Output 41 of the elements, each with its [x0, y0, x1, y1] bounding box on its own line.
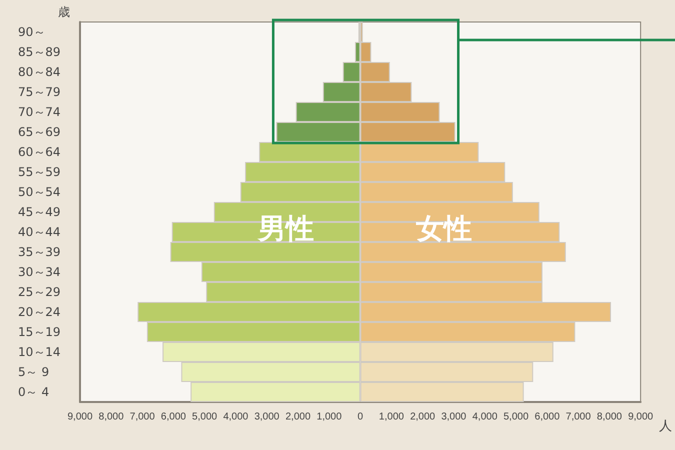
- y-tick-label: 55～59: [18, 165, 61, 179]
- y-tick-label: 35～39: [18, 245, 61, 259]
- x-tick-label: 3,000: [254, 412, 280, 422]
- y-tick-label: 75～79: [18, 85, 61, 99]
- y-tick-label: 15～19: [18, 325, 61, 339]
- x-tick-label: 5,000: [192, 412, 218, 422]
- y-tick-label: 25～29: [18, 285, 61, 299]
- y-tick-label: 65～69: [18, 125, 61, 139]
- x-tick-label: 4,000: [472, 412, 498, 422]
- y-tick-label: 45～49: [18, 205, 61, 219]
- y-tick-label: 20～24: [18, 305, 61, 319]
- x-tick-label: 6,000: [534, 412, 560, 422]
- x-tick-label: 8,000: [596, 412, 622, 422]
- x-tick-label: 0: [358, 412, 364, 422]
- x-tick-label: 1,000: [378, 412, 404, 422]
- x-tick-label: 6,000: [160, 412, 186, 422]
- y-tick-label: 90～: [18, 25, 46, 39]
- y-tick-label: 0～ 4: [18, 385, 50, 399]
- x-tick-label: 7,000: [566, 412, 592, 422]
- y-tick-label: 10～14: [18, 345, 61, 359]
- x-tick-label: 9,000: [628, 412, 654, 422]
- x-tick-label: 5,000: [503, 412, 529, 422]
- y-tick-label: 40～44: [18, 225, 61, 239]
- x-tick-label: 3,000: [441, 412, 467, 422]
- x-tick-label: 7,000: [130, 412, 156, 422]
- y-tick-label: 85～89: [18, 45, 61, 59]
- x-tick-label: 4,000: [223, 412, 249, 422]
- x-tick-label: 2,000: [410, 412, 436, 422]
- y-tick-label: 5～ 9: [18, 365, 50, 379]
- series-label: 女性: [414, 212, 472, 245]
- y-tick-label: 80～84: [18, 65, 61, 79]
- y-tick-label: 30～34: [18, 265, 61, 279]
- x-tick-label: 1,000: [316, 412, 342, 422]
- y-tick-label: 70～74: [18, 105, 61, 119]
- x-tick-label: 2,000: [285, 412, 311, 422]
- y-tick-label: 50～54: [18, 185, 61, 199]
- y-tick-label: 60～64: [18, 145, 61, 159]
- x-axis-title: 人: [659, 419, 672, 434]
- x-tick-label: 8,000: [98, 412, 124, 422]
- x-tick-label: 9,000: [67, 412, 93, 422]
- y-axis-title: 歳: [58, 5, 70, 19]
